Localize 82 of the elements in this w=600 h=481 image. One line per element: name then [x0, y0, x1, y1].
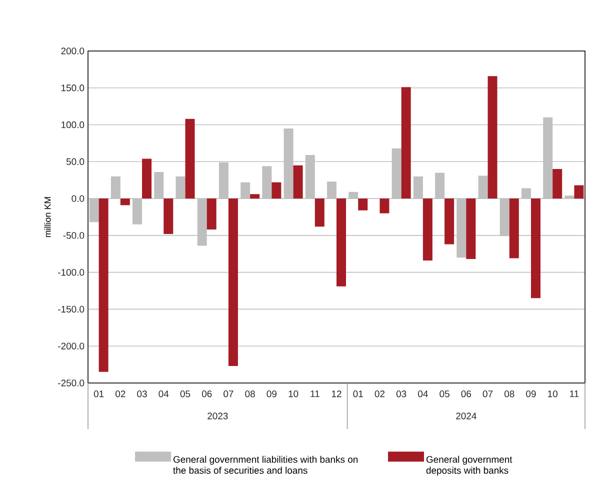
y-tick-label: -200.0: [58, 342, 84, 350]
legend-label: General government liabilities with banks on the basis of securities and loans: [173, 456, 358, 474]
x-tick-label: 02: [116, 390, 126, 398]
bar: [110, 176, 120, 199]
bar: [521, 188, 531, 199]
bar: [552, 169, 562, 199]
bar: [197, 198, 207, 246]
bar: [305, 155, 315, 199]
bar: [500, 198, 510, 236]
bar: [240, 182, 250, 199]
bar: [250, 194, 260, 199]
bar: [164, 198, 174, 234]
x-tick-label: 01: [353, 390, 363, 398]
bar: [132, 198, 142, 224]
x-tick-label: 04: [158, 390, 169, 398]
y-tick-label: -250.0: [58, 380, 84, 386]
bar: [142, 158, 152, 199]
bar: [293, 165, 303, 199]
bar: [380, 198, 390, 214]
x-tick-label: 07: [224, 390, 234, 398]
x-tick-label: 07: [482, 390, 493, 398]
x-tick-label: 09: [266, 390, 276, 398]
bar: [218, 162, 228, 199]
bar: [154, 172, 164, 199]
bar: [422, 198, 432, 261]
bar: [530, 198, 540, 298]
bar: [392, 148, 402, 199]
x-tick-label: 03: [396, 390, 406, 398]
x-tick-label: 11: [570, 390, 579, 398]
bar: [478, 176, 488, 199]
x-tick-label: 10: [548, 390, 558, 398]
bar: [348, 192, 358, 199]
x-tick-label: 01: [94, 390, 104, 398]
bar: [284, 128, 294, 199]
y-tick-label: -150.0: [58, 306, 84, 313]
y-tick-label: 150.0: [62, 84, 84, 92]
bar: [228, 198, 238, 366]
x-tick-label: 02: [374, 390, 385, 398]
bar: [185, 118, 195, 199]
bar: [456, 198, 466, 258]
x-tick-label: 05: [440, 390, 450, 398]
bar: [336, 198, 346, 286]
bar: [327, 182, 337, 199]
text: 2024: [456, 412, 476, 420]
bar: [435, 172, 445, 199]
x-tick-label: 06: [202, 390, 212, 398]
bar: [564, 196, 574, 199]
x-tick-label: 10: [288, 390, 298, 398]
bar: [262, 166, 272, 199]
legend-label: General government deposits with banks: [426, 456, 512, 476]
x-tick-label: 04: [418, 390, 428, 398]
bar: [574, 185, 584, 199]
x-tick-label: 08: [504, 390, 514, 398]
bar: [120, 198, 130, 206]
bar: [314, 198, 324, 227]
y-tick-label: -100.0: [58, 268, 84, 276]
text: 2023: [208, 412, 228, 420]
y-tick-label: 50.0: [66, 158, 84, 166]
bar: [206, 198, 216, 230]
bar: [466, 198, 476, 260]
bar: [98, 198, 108, 372]
bar: [401, 87, 411, 199]
y-tick-label: -50.0: [63, 232, 84, 239]
bar: [176, 176, 186, 199]
y-axis-title: million KM: [44, 197, 51, 238]
bar: [509, 198, 519, 258]
x-tick-label: 08: [245, 390, 255, 398]
bar: [488, 76, 498, 199]
bar: [413, 176, 423, 199]
bar: [272, 182, 282, 199]
x-tick-label: 03: [137, 390, 147, 398]
x-tick-label: 09: [526, 390, 536, 398]
y-tick-label: 0.0: [72, 195, 84, 202]
y-tick-label: 200.0: [61, 48, 84, 54]
x-tick-label: 06: [461, 390, 471, 398]
bar: [444, 198, 454, 244]
y-tick-label: 100.0: [62, 121, 84, 128]
bar: [543, 117, 553, 199]
x-tick-label: 11: [310, 390, 320, 398]
x-tick-label: 05: [180, 390, 190, 398]
bar: [358, 198, 368, 210]
x-tick-label: 12: [332, 390, 342, 398]
